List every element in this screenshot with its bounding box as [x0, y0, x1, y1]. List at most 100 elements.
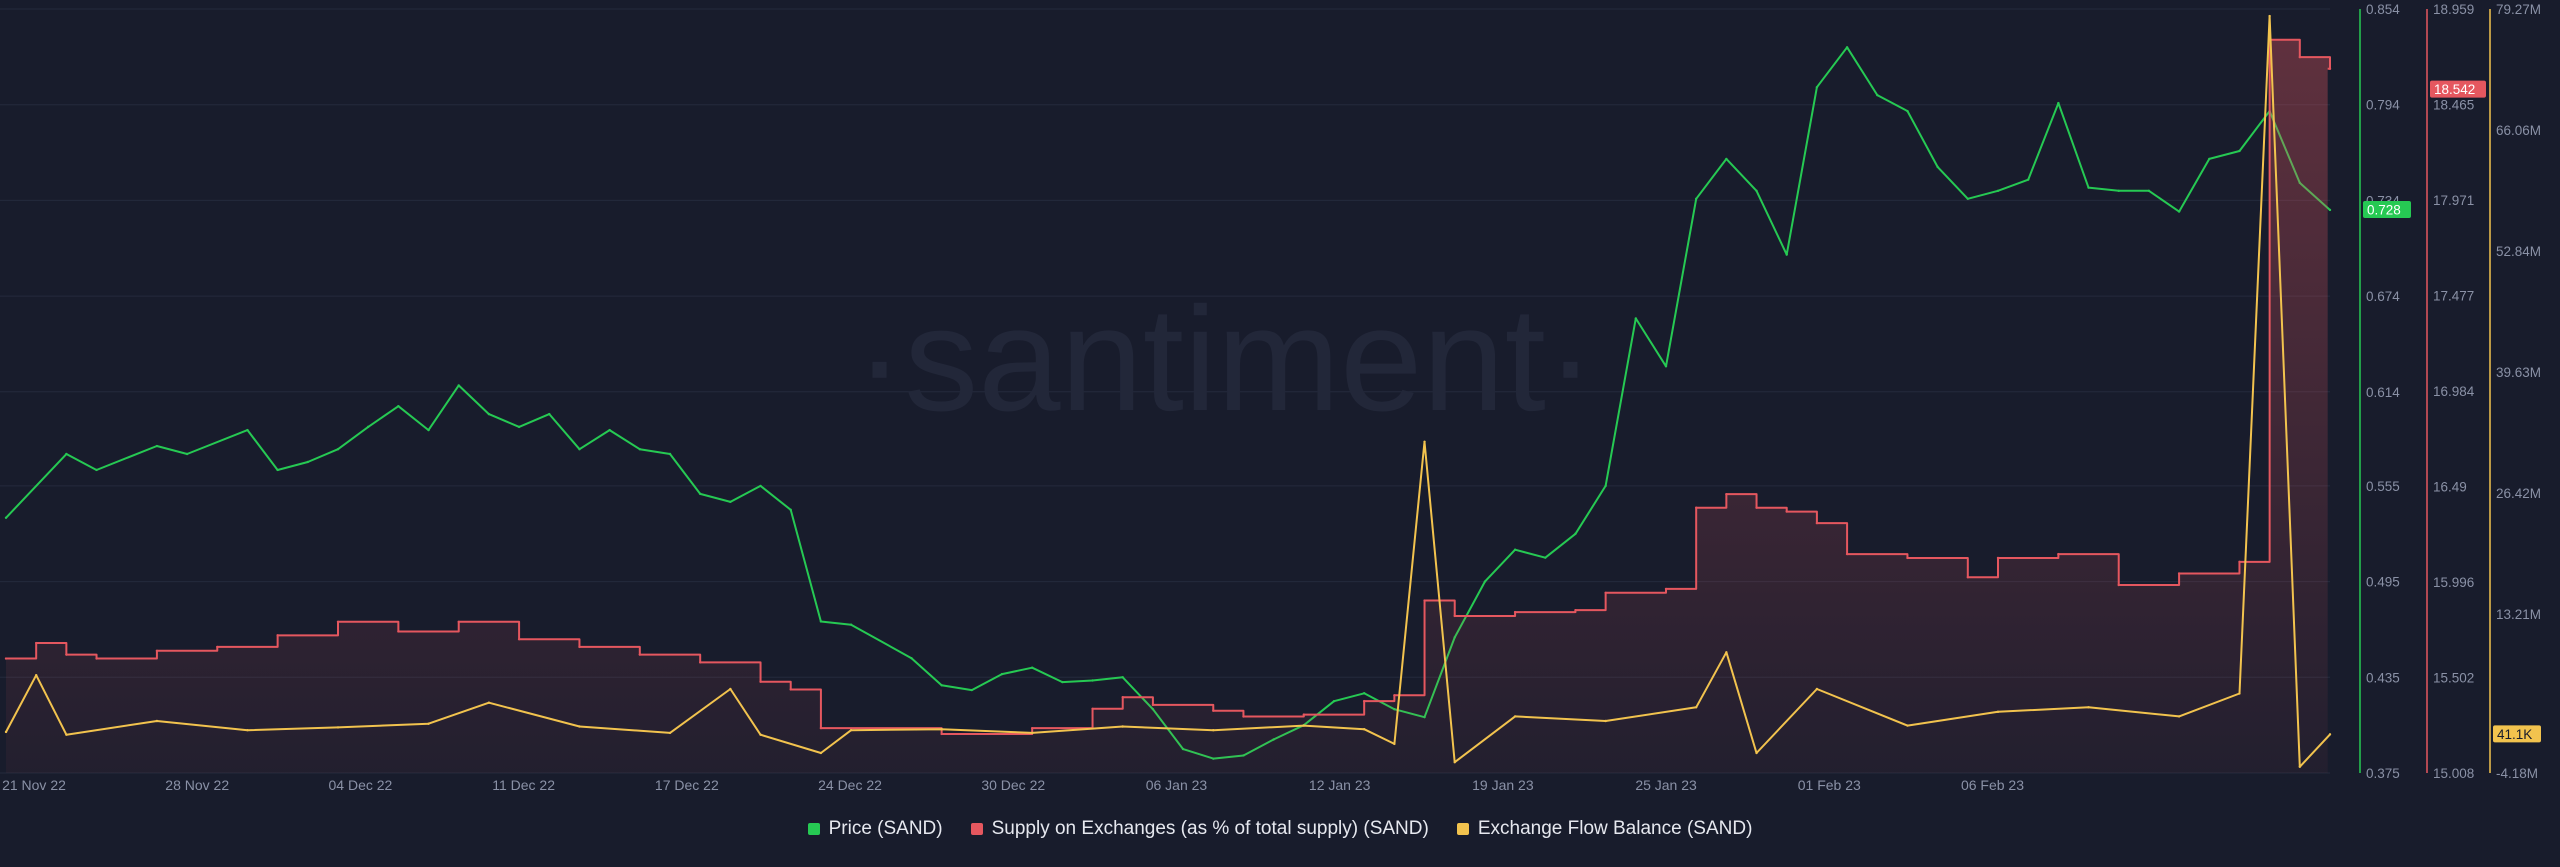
supply-tick-label: 16.49 [2433, 479, 2467, 494]
flow-data-point [729, 687, 732, 691]
price-data-point [276, 468, 279, 472]
flow-tick-label: 79.27M [2496, 2, 2541, 17]
price-data-point [1030, 666, 1034, 669]
price-tick-label: 0.614 [2366, 385, 2400, 400]
supply-data-point [1574, 608, 1577, 612]
supply-data-point [517, 637, 521, 641]
watermark-text: ·santiment· [855, 277, 1595, 442]
flow-data-point [487, 701, 491, 704]
supply-data-point [638, 653, 642, 656]
flow-data-point [4, 730, 8, 734]
x-tick-label: 12 Jan 23 [1309, 777, 1371, 793]
supply-data-point [155, 649, 159, 652]
price-data-point [1000, 672, 1004, 676]
flow-data-point [1030, 731, 1034, 735]
legend-swatch [807, 823, 820, 835]
price-data-point [1755, 189, 1758, 193]
supply-data-point [457, 620, 460, 623]
supply-tick-label: 16.984 [2433, 384, 2475, 399]
flow-tick-label: 39.63M [2496, 365, 2541, 380]
supply-data-point [216, 645, 219, 649]
flow-data-point [1906, 724, 1909, 727]
legend-item[interactable]: Supply on Exchanges (as % of total suppl… [970, 818, 1429, 840]
supply-data-point [1604, 591, 1607, 594]
price-data-point [1332, 700, 1336, 703]
price-data-point [940, 684, 943, 687]
x-tick-label: 06 Feb 23 [1961, 777, 2024, 793]
x-tick-label: 30 Dec 22 [981, 777, 1045, 793]
supply-series-line [6, 38, 2331, 735]
flow-data-point [1423, 440, 1426, 443]
price-data-point [1725, 157, 1728, 161]
price-data-point [1483, 580, 1487, 583]
x-tick-label: 25 Jan 23 [1635, 777, 1697, 793]
price-data-point [1544, 556, 1547, 559]
price-data-point [1996, 189, 2000, 193]
supply-tick-label: 15.502 [2433, 670, 2474, 685]
price-data-point [1664, 365, 1668, 368]
price-data-point [1936, 165, 1939, 169]
flow-current-value-label: 41.1K [2497, 727, 2532, 742]
supply-tick-label: 15.008 [2433, 766, 2474, 781]
x-tick-label: 17 Dec 22 [655, 777, 719, 793]
x-tick-label: 19 Jan 23 [1472, 777, 1534, 793]
supply-data-point [1725, 492, 1728, 496]
price-data-point [185, 452, 189, 456]
legend-swatch [970, 823, 983, 835]
supply-data-point [578, 645, 581, 649]
flow-data-point [1604, 719, 1607, 723]
flow-tick-label: 66.06M [2496, 123, 2541, 138]
flow-data-point [759, 733, 762, 736]
supply-data-point [276, 634, 279, 637]
price-data-point [2328, 208, 2332, 212]
supply-data-point [1393, 694, 1396, 697]
price-data-point [789, 508, 792, 512]
chart-axes: 21 Nov 22 28 Nov 22 04 Dec 22 11 Dec 22 17 D… [2, 2, 2541, 793]
flow-data-point [1815, 687, 1819, 691]
x-tick-label: 04 Dec 22 [329, 777, 393, 793]
flow-data-point [849, 728, 853, 732]
supply-current-value-label: 18.542 [2434, 82, 2475, 97]
supply-data-point [1815, 521, 1819, 525]
supply-data-point [2117, 583, 2120, 587]
flow-data-point [2177, 715, 2181, 718]
flow-data-point [1393, 742, 1396, 746]
price-data-point [1966, 197, 1970, 201]
flow-data-point [1513, 715, 1517, 718]
supply-tick-label: 18.959 [2433, 2, 2474, 17]
price-data-point [95, 468, 98, 472]
flow-data-point [2268, 14, 2271, 18]
flow-data-point [2328, 733, 2332, 736]
supply-data-point [1513, 610, 1517, 614]
supply-data-point [759, 680, 762, 683]
flow-data-point [2087, 706, 2090, 709]
x-tick-label: 06 Jan 23 [1146, 777, 1208, 793]
legend-item[interactable]: Price (SAND) [807, 818, 943, 840]
price-data-point [578, 448, 581, 451]
x-tick-label: 21 Nov 22 [2, 777, 66, 793]
supply-data-point [336, 620, 340, 623]
price-data-point [246, 428, 249, 432]
supply-data-point [1453, 614, 1456, 618]
price-data-point [397, 404, 400, 408]
price-data-point [4, 516, 8, 520]
legend-item[interactable]: Exchange Flow Balance (SAND) [1456, 818, 1752, 840]
supply-data-point [1362, 699, 1366, 703]
flow-data-point [940, 728, 943, 731]
price-data-point [427, 428, 430, 432]
supply-data-point [2057, 552, 2060, 556]
x-tick-label: 24 Dec 22 [818, 777, 882, 793]
price-data-point [155, 444, 159, 448]
price-tick-label: 0.794 [2366, 98, 2400, 113]
price-tick-label: 0.674 [2366, 289, 2400, 304]
supply-data-point [2238, 560, 2241, 564]
flow-data-point [2298, 765, 2302, 768]
supply-data-point [1121, 695, 1124, 699]
flow-data-point [1755, 751, 1758, 755]
price-data-point [366, 425, 370, 429]
price-data-point [1091, 679, 1094, 682]
flow-data-point [1302, 724, 1306, 727]
price-tick-label: 0.435 [2366, 670, 2400, 685]
price-data-point [548, 412, 551, 416]
